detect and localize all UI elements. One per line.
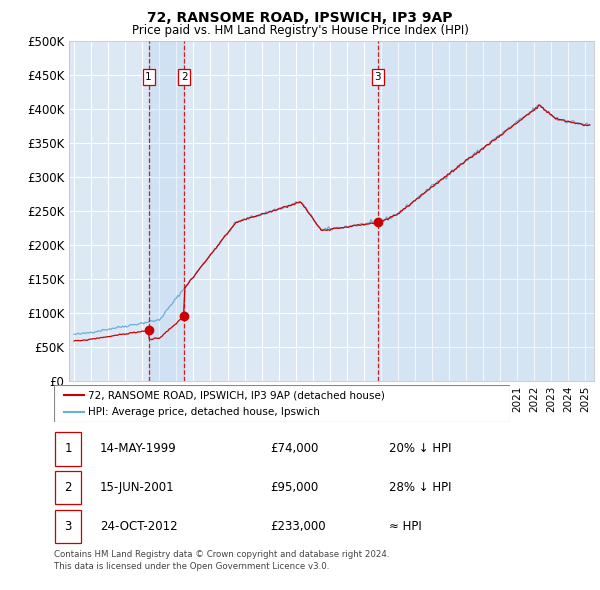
Text: 28% ↓ HPI: 28% ↓ HPI <box>389 481 451 494</box>
Text: 24-OCT-2012: 24-OCT-2012 <box>100 520 178 533</box>
Text: 14-MAY-1999: 14-MAY-1999 <box>100 442 176 455</box>
Bar <box>149 41 184 381</box>
Text: £233,000: £233,000 <box>270 520 326 533</box>
Text: 3: 3 <box>64 520 72 533</box>
Text: Contains HM Land Registry data © Crown copyright and database right 2024.: Contains HM Land Registry data © Crown c… <box>54 550 389 559</box>
Bar <box>378 41 594 381</box>
Bar <box>55 510 81 543</box>
Text: 72, RANSOME ROAD, IPSWICH, IP3 9AP (detached house): 72, RANSOME ROAD, IPSWICH, IP3 9AP (deta… <box>88 390 385 400</box>
Text: 2: 2 <box>64 481 72 494</box>
Text: 3: 3 <box>374 72 381 82</box>
Text: 20% ↓ HPI: 20% ↓ HPI <box>389 442 451 455</box>
Bar <box>55 432 81 466</box>
Text: 15-JUN-2001: 15-JUN-2001 <box>100 481 175 494</box>
Text: 72, RANSOME ROAD, IPSWICH, IP3 9AP: 72, RANSOME ROAD, IPSWICH, IP3 9AP <box>147 11 453 25</box>
Text: This data is licensed under the Open Government Licence v3.0.: This data is licensed under the Open Gov… <box>54 562 329 571</box>
Text: Price paid vs. HM Land Registry's House Price Index (HPI): Price paid vs. HM Land Registry's House … <box>131 24 469 37</box>
Text: £74,000: £74,000 <box>270 442 319 455</box>
Text: £95,000: £95,000 <box>270 481 318 494</box>
Bar <box>55 471 81 504</box>
Text: 1: 1 <box>145 72 152 82</box>
Text: 2: 2 <box>181 72 188 82</box>
Text: ≈ HPI: ≈ HPI <box>389 520 422 533</box>
Text: HPI: Average price, detached house, Ipswich: HPI: Average price, detached house, Ipsw… <box>88 407 320 417</box>
Text: 1: 1 <box>64 442 72 455</box>
